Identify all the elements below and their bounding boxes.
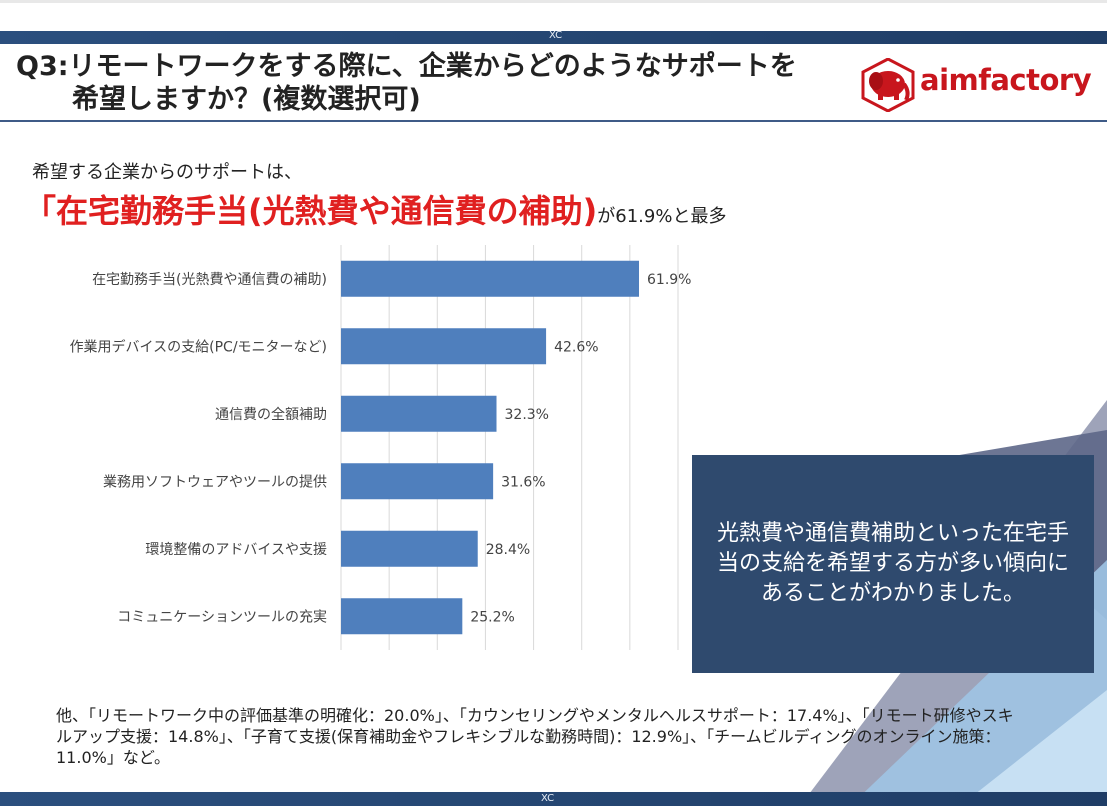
title-line-1: Q3:リモートワークをする際に、企業からどのようなサポートを (16, 51, 797, 82)
category-label: 作業用デバイスの支給(PC/モニターなど) (70, 338, 327, 355)
page-title: Q3:リモートワークをする際に、企業からどのようなサポートを 希望しますか？(複… (16, 50, 836, 116)
bar-chart: 在宅勤務手当(光熱費や通信費の補助) 61.9% 作業用デバイスの支給(PC/モニタ… (70, 245, 691, 650)
header-bar: XC (0, 30, 1107, 44)
title-line-2: 希望しますか？(複数選択可) (72, 84, 421, 115)
bar (341, 598, 463, 635)
logo-text: aimfactory (920, 63, 1092, 97)
summary-suffix: が61.9%と最多 (597, 206, 727, 227)
data-label: 25.2% (470, 609, 514, 625)
footer-bar: XC (0, 792, 1107, 806)
callout-text: 光熱費や通信費補助といった在宅手当の支給を希望する方が多い傾向にあることがわかり… (716, 521, 1069, 606)
category-label: 業務用ソフトウェアやツールの提供 (103, 474, 327, 490)
top-border (0, 0, 1107, 3)
bar (341, 395, 497, 432)
title-divider (0, 120, 1107, 122)
aimfactory-logo: aimfactory (860, 57, 1092, 113)
bar (341, 530, 478, 567)
summary-highlight: 「在宅勤務手当(光熱費や通信費の補助) (24, 192, 598, 230)
other-results-note: 他、「リモートワーク中の評価基準の明確化：20.0%」、「カウンセリングやメンタ… (56, 706, 1014, 767)
data-label: 42.6% (554, 339, 598, 355)
data-label: 28.4% (486, 542, 530, 558)
bar (341, 463, 494, 500)
summary-lead: 希望する企業からのサポートは、 (32, 162, 302, 183)
category-label: 環境整備のアドバイスや支援 (145, 542, 327, 558)
data-label: 32.3% (505, 407, 549, 423)
category-label: 通信費の全額補助 (215, 406, 327, 423)
header-mark: XC (549, 30, 563, 41)
category-label: コミュニケーションツールの充実 (117, 609, 327, 625)
bar (341, 328, 547, 365)
summary-headline: 「在宅勤務手当(光熱費や通信費の補助)が61.9%と最多 (24, 186, 726, 232)
data-label: 31.6% (501, 474, 545, 490)
data-label: 61.9% (647, 272, 691, 288)
category-label: 在宅勤務手当(光熱費や通信費の補助) (92, 272, 327, 288)
bar (341, 260, 640, 297)
callout-box: 光熱費や通信費補助といった在宅手当の支給を希望する方が多い傾向にあることがわかり… (692, 455, 1094, 673)
elephant-logo-icon (861, 57, 915, 113)
footer-mark: XC (541, 793, 555, 804)
